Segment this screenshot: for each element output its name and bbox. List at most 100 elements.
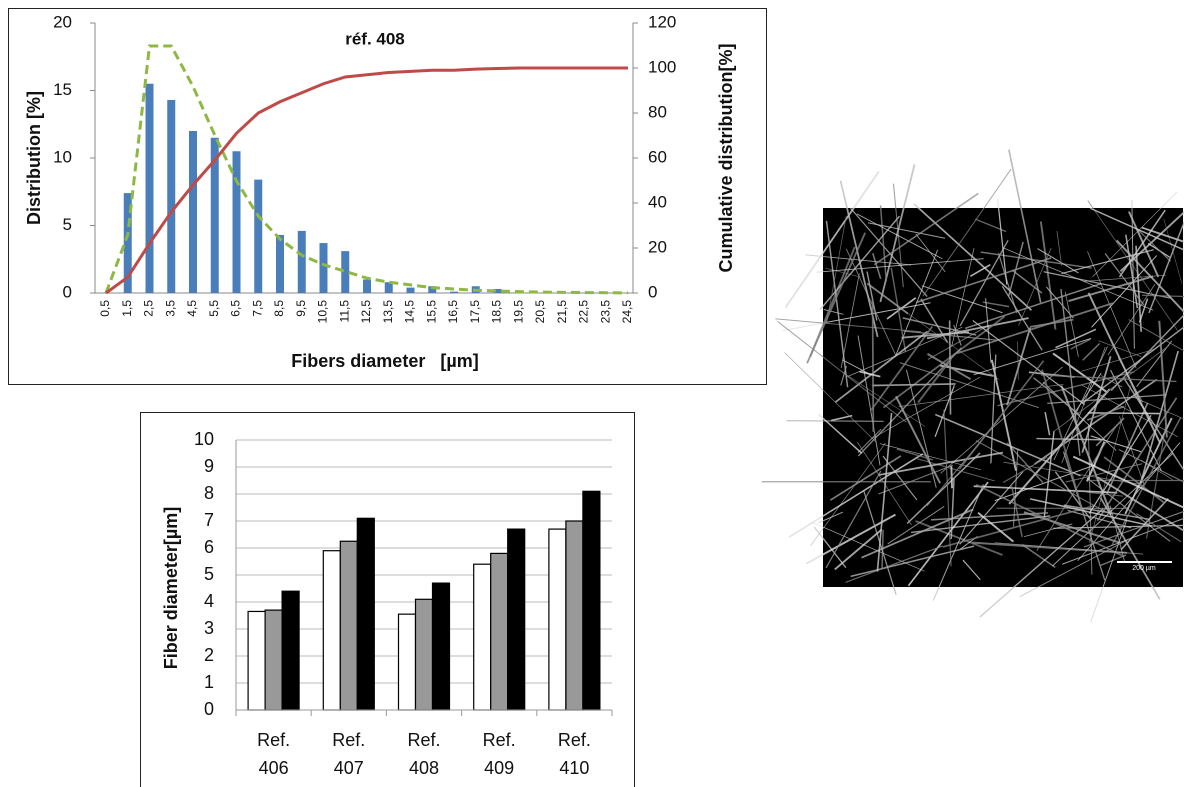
fiber [1052,352,1108,394]
fiber [1046,286,1074,319]
fiber [1096,397,1178,522]
fiber [830,414,853,422]
fiber [1136,513,1182,543]
fiber [1128,211,1160,278]
fiber [1145,427,1167,539]
y-tick-label: 0 [63,282,72,301]
fiber [1110,313,1184,392]
bar [264,609,283,711]
fiber [857,335,881,466]
y-tick-label: 6 [204,537,214,557]
x-tick-label: 13,5 [381,300,395,324]
y-tick-label: 7 [204,510,214,530]
fiber [879,205,888,282]
fiber [1081,326,1184,405]
fiber [903,330,998,341]
fiber [870,325,934,411]
fiber [1090,435,1142,453]
fiber [990,354,997,464]
fiber [1098,340,1142,358]
x-tick-label: 7,5 [250,300,264,317]
fiber [1006,442,1044,484]
fiber [1087,424,1093,575]
bar [431,582,451,711]
fiber [895,395,941,484]
fiber [1092,191,1178,278]
fiber [920,298,949,343]
fiber [1034,378,1158,465]
bar [356,517,375,711]
y-tick-label: 1 [204,672,214,692]
bar [210,137,219,293]
fiber [1118,209,1166,278]
fiber [962,559,981,581]
fiber [985,298,992,363]
fiber [1131,200,1135,349]
fiber [932,484,984,601]
fiber [872,383,956,387]
fiber [1125,234,1139,309]
fiber [870,376,981,440]
y2-tick-label: 120 [648,12,676,31]
fiber [1111,417,1182,546]
fiber [788,453,924,538]
fiber [1010,486,1023,538]
bar [490,552,509,711]
x-tick-label: 0,5 [98,300,112,317]
bar [363,279,371,293]
fiber [926,353,972,381]
fiber [943,409,952,567]
fiber [982,301,1010,308]
fiber [817,413,863,454]
fiber [934,413,1081,477]
bar [582,490,601,711]
y2-tick-label: 60 [648,147,667,166]
x-tick-label: 19,5 [511,300,525,324]
bar [507,528,526,711]
fiber [969,263,991,277]
fiber [1097,476,1184,532]
fiber [850,545,975,578]
fiber [1017,341,1019,380]
x-tick-label: 18,5 [490,300,504,324]
fiber [825,470,882,569]
fiber [994,464,1096,502]
fiber [1029,498,1152,527]
x-tick-label: 17,5 [468,300,482,324]
bar [254,179,263,293]
fiber [997,371,1135,407]
x-tick-label: 4,5 [185,300,199,317]
fiber [907,481,989,587]
fiber [784,352,876,442]
fiber [878,464,954,495]
fiber [1041,374,1177,383]
fiber [850,207,928,297]
fiber [1086,441,1106,482]
fiber [922,168,1012,297]
fiber [896,448,933,461]
fiber [1081,356,1112,453]
x-tick-label: 9,5 [294,300,308,317]
fiber [1090,519,1128,623]
fiber [1095,417,1125,447]
fiber [973,338,1092,376]
fiber [1128,319,1184,352]
fiber [856,213,943,260]
x-tick-label: 23,5 [598,300,612,324]
fiber [1110,369,1162,472]
fiber [942,504,1096,548]
y2-tick-label: 80 [648,102,667,121]
fiber [816,258,984,273]
fiber [1100,554,1127,567]
bar [473,563,492,711]
fiber [806,232,867,364]
fiber [810,442,886,546]
y-tick-label: 9 [204,456,214,476]
fiber [1082,342,1101,361]
bar [276,234,284,293]
x-tick-label: 16,5 [446,300,460,324]
fiber [1043,271,1171,299]
fiber [1053,524,1184,529]
fiber [1068,275,1154,302]
x-tick-label: Ref. 407 [332,730,366,778]
